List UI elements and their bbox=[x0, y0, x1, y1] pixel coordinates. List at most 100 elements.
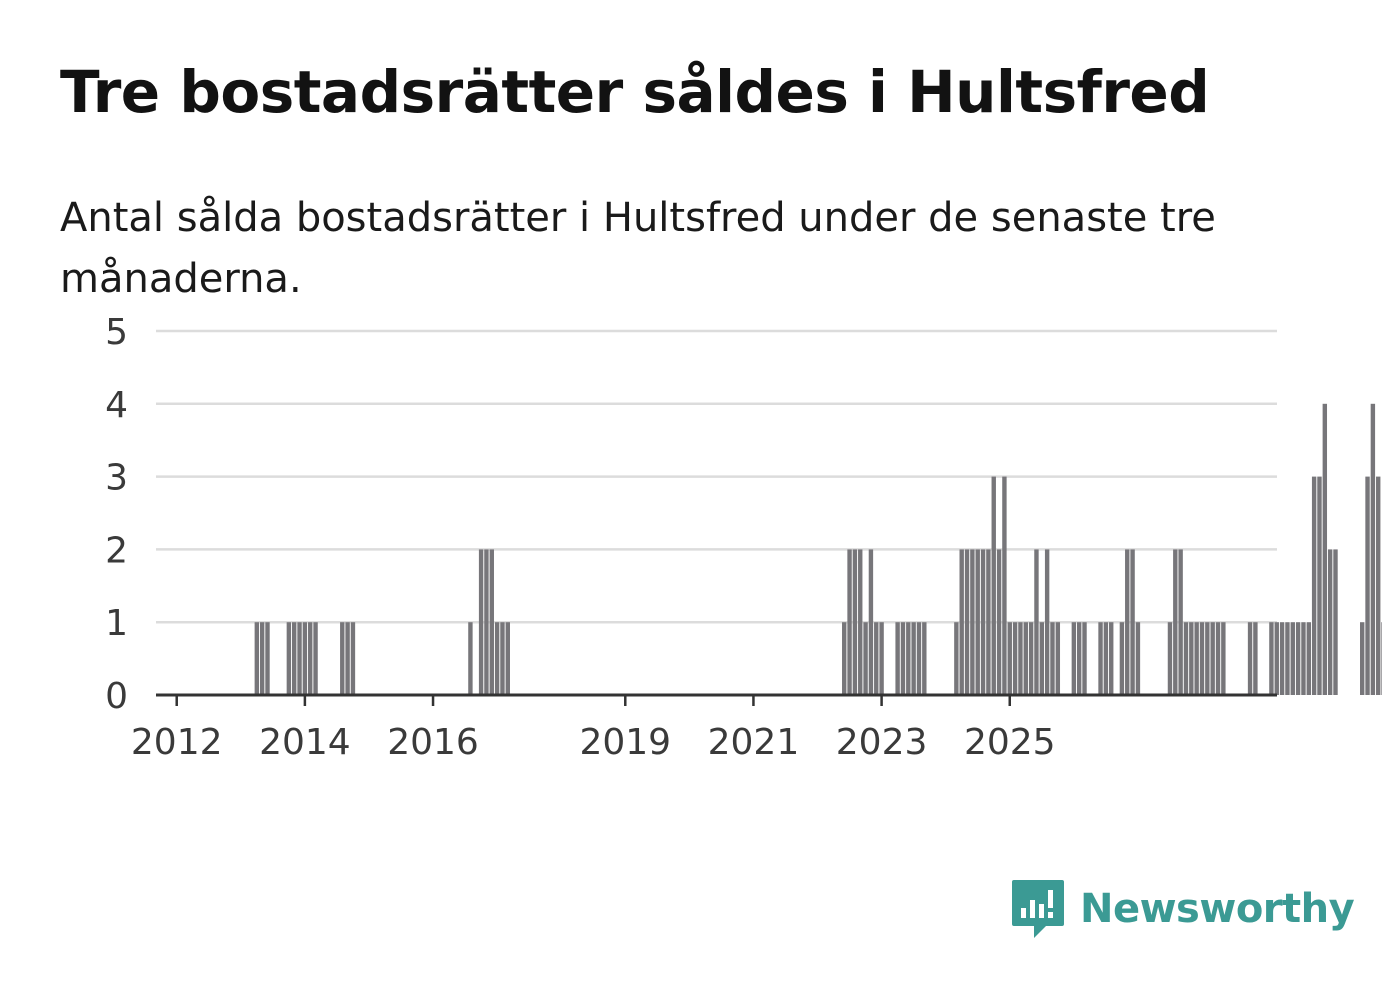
chart-title: Tre bostadsrätter såldes i Hultsfred bbox=[60, 58, 1210, 126]
bar bbox=[1253, 622, 1258, 695]
bar bbox=[297, 622, 302, 695]
bar bbox=[1210, 622, 1215, 695]
bar bbox=[1327, 549, 1333, 695]
bar bbox=[911, 622, 916, 695]
bar bbox=[345, 622, 350, 695]
bar bbox=[1317, 476, 1322, 695]
bar bbox=[1306, 622, 1311, 695]
bar bbox=[1279, 622, 1285, 695]
bar bbox=[1119, 622, 1125, 695]
bar bbox=[1215, 622, 1221, 695]
bar bbox=[1034, 549, 1039, 695]
bar bbox=[1055, 622, 1061, 695]
bar bbox=[1269, 622, 1274, 695]
bar bbox=[1007, 622, 1012, 695]
bar bbox=[964, 549, 970, 695]
bar bbox=[991, 476, 996, 695]
bar bbox=[1012, 622, 1018, 695]
bar bbox=[1130, 549, 1135, 695]
bar bbox=[874, 622, 879, 695]
bar bbox=[1135, 622, 1141, 695]
bar bbox=[500, 622, 505, 695]
bar bbox=[922, 622, 927, 695]
bar bbox=[1183, 622, 1189, 695]
bar bbox=[916, 622, 922, 695]
logo-text: Newsworthy bbox=[1080, 886, 1355, 932]
bar bbox=[1167, 622, 1173, 695]
bar bbox=[959, 549, 964, 695]
bar bbox=[1370, 403, 1376, 695]
y-tick-label: 5 bbox=[105, 312, 128, 353]
bar bbox=[1189, 622, 1194, 695]
bar bbox=[863, 622, 868, 695]
bar bbox=[1285, 622, 1290, 695]
bar bbox=[1221, 622, 1226, 695]
bar bbox=[340, 622, 345, 695]
bar bbox=[505, 622, 510, 695]
bar bbox=[1018, 622, 1023, 695]
bar bbox=[1290, 622, 1295, 695]
bar bbox=[468, 622, 473, 695]
bar bbox=[975, 549, 980, 695]
bar bbox=[1109, 622, 1114, 695]
bar bbox=[906, 622, 911, 695]
bar bbox=[954, 622, 959, 695]
x-tick-label: 2021 bbox=[708, 722, 800, 763]
bar bbox=[484, 549, 489, 695]
x-tick-label: 2014 bbox=[259, 722, 351, 763]
bar bbox=[478, 549, 484, 695]
x-tick-label: 2023 bbox=[836, 722, 928, 763]
bar bbox=[986, 549, 991, 695]
chart-subtitle: Antal sålda bostadsrätter i Hultsfred un… bbox=[60, 195, 1216, 302]
bar bbox=[254, 622, 260, 695]
bar bbox=[313, 622, 318, 695]
y-tick-label: 2 bbox=[105, 530, 128, 571]
bar bbox=[900, 622, 906, 695]
bar bbox=[842, 622, 847, 695]
y-tick-label: 3 bbox=[105, 458, 128, 499]
bar bbox=[868, 549, 874, 695]
bar bbox=[1322, 403, 1328, 695]
y-tick-label: 1 bbox=[105, 603, 128, 644]
bar bbox=[1002, 476, 1007, 695]
bar bbox=[879, 622, 884, 695]
bar bbox=[1301, 622, 1306, 695]
bar bbox=[895, 622, 900, 695]
bar bbox=[996, 549, 1002, 695]
bar bbox=[292, 622, 297, 695]
bar bbox=[1194, 622, 1199, 695]
bar bbox=[1205, 622, 1210, 695]
bar bbox=[1098, 622, 1103, 695]
bar bbox=[1376, 476, 1381, 695]
bar bbox=[1199, 622, 1205, 695]
bar bbox=[1178, 549, 1183, 695]
bar bbox=[1333, 549, 1338, 695]
bar bbox=[308, 622, 313, 695]
bar bbox=[852, 549, 858, 695]
newsworthy-logo: Newsworthy bbox=[1010, 878, 1355, 940]
bar bbox=[1071, 622, 1077, 695]
bar bbox=[858, 549, 863, 695]
bar bbox=[286, 622, 292, 695]
bar bbox=[489, 549, 494, 695]
bar bbox=[1050, 622, 1055, 695]
bar bbox=[1044, 549, 1050, 695]
x-tick-label: 2012 bbox=[131, 722, 223, 763]
bar bbox=[1082, 622, 1087, 695]
bar bbox=[1103, 622, 1109, 695]
bar bbox=[350, 622, 356, 695]
bar bbox=[1365, 476, 1370, 695]
y-tick-label: 4 bbox=[105, 385, 128, 426]
x-tick-label: 2019 bbox=[579, 722, 671, 763]
bar bbox=[1295, 622, 1301, 695]
bar bbox=[302, 622, 308, 695]
bar bbox=[265, 622, 270, 695]
bar bbox=[1274, 622, 1279, 695]
x-tick-label: 2016 bbox=[387, 722, 479, 763]
bar bbox=[259, 622, 265, 695]
bar bbox=[847, 549, 852, 695]
bar bbox=[1125, 549, 1130, 695]
bar bbox=[494, 622, 500, 695]
bar bbox=[1360, 622, 1365, 695]
